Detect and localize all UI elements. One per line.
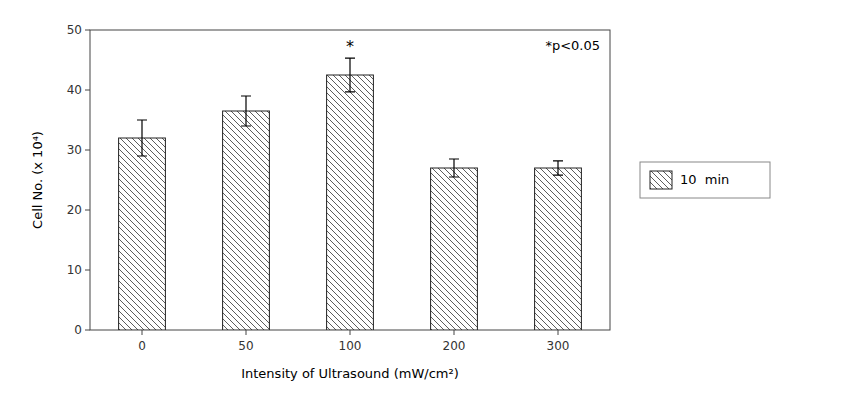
y-tick [85, 330, 90, 331]
legend: 10 min [640, 162, 770, 198]
y-tick-label: 0 [74, 323, 82, 337]
bar [119, 138, 166, 330]
y-tick [85, 150, 90, 151]
x-tick [454, 330, 455, 335]
x-axis-label: Intensity of Ultrasound (mW/cm²) [241, 366, 459, 381]
legend-box [640, 162, 770, 198]
y-axis-label: Cell No. (x 10⁴) [30, 131, 45, 229]
x-tick [350, 330, 351, 335]
p-value-note: *p<0.05 [545, 38, 600, 53]
bar [431, 168, 478, 330]
plot-frame [90, 30, 610, 330]
bar [223, 111, 270, 330]
x-tick-label: 100 [339, 339, 362, 353]
error-bar [345, 58, 355, 92]
y-tick [85, 90, 90, 91]
y-tick [85, 30, 90, 31]
y-tick-label: 20 [67, 203, 82, 217]
x-tick-label: 200 [443, 339, 466, 353]
error-bar [241, 96, 251, 126]
error-bar [449, 159, 459, 177]
x-tick [558, 330, 559, 335]
y-tick [85, 270, 90, 271]
x-tick-label: 0 [138, 339, 146, 353]
y-tick-label: 30 [67, 143, 82, 157]
x-tick [246, 330, 247, 335]
x-tick [142, 330, 143, 335]
y-tick-label: 50 [67, 23, 82, 37]
bars [119, 58, 582, 330]
annotation: * [346, 37, 354, 56]
chart: 0 10 20 30 40 50 0 50 100 200 300 * *p<0.05 Intensity… [0, 0, 863, 401]
legend-label: 10 min [680, 172, 729, 187]
x-tick-label: 50 [238, 339, 253, 353]
bar [535, 168, 582, 330]
y-tick-label: 10 [67, 263, 82, 277]
bar [327, 75, 374, 330]
legend-swatch [650, 171, 672, 189]
y-tick-label: 40 [67, 83, 82, 97]
error-bar [553, 161, 563, 175]
x-tick-label: 300 [547, 339, 570, 353]
y-tick [85, 210, 90, 211]
error-bar [137, 120, 147, 156]
